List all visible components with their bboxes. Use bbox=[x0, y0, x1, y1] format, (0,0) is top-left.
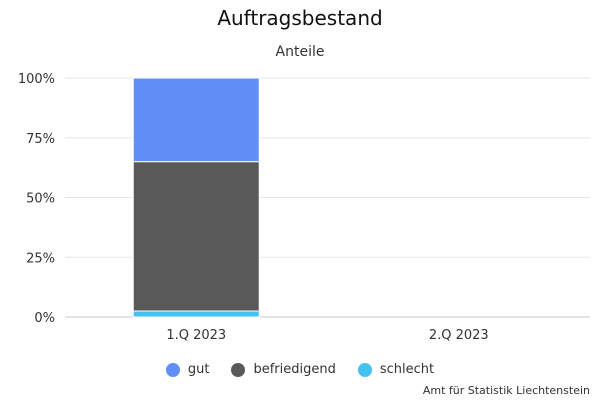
legend-label-gut: gut bbox=[187, 362, 210, 377]
y-tick-label: 100% bbox=[18, 72, 55, 87]
legend-swatch-schlecht bbox=[357, 362, 372, 377]
y-tick-label: 0% bbox=[34, 311, 55, 326]
source-credit: Amt für Statistik Liechtenstein bbox=[422, 384, 590, 397]
legend-item-gut[interactable]: gut bbox=[165, 362, 210, 377]
x-tick-label: 2.Q 2023 bbox=[429, 328, 489, 343]
chart-subtitle: Anteile bbox=[275, 44, 325, 60]
bar-segment bbox=[132, 161, 260, 312]
legend-label-schlecht: schlecht bbox=[379, 362, 435, 377]
legend-swatch-gut bbox=[165, 362, 180, 377]
legend-item-schlecht[interactable]: schlecht bbox=[357, 362, 435, 377]
bar-segment bbox=[132, 77, 260, 163]
y-tick-label: 75% bbox=[26, 132, 55, 147]
x-tick-label: 1.Q 2023 bbox=[166, 328, 226, 343]
y-tick-label: 25% bbox=[26, 251, 55, 266]
legend-item-befriedigend[interactable]: befriedigend bbox=[231, 362, 336, 377]
legend-swatch-befriedigend bbox=[231, 362, 246, 377]
legend-label-befriedigend: befriedigend bbox=[253, 362, 336, 377]
legend: gut befriedigend schlecht bbox=[0, 362, 600, 377]
y-tick-label: 50% bbox=[26, 192, 55, 207]
bar-segment bbox=[132, 310, 260, 318]
chart-title: Auftragsbestand bbox=[217, 6, 383, 30]
